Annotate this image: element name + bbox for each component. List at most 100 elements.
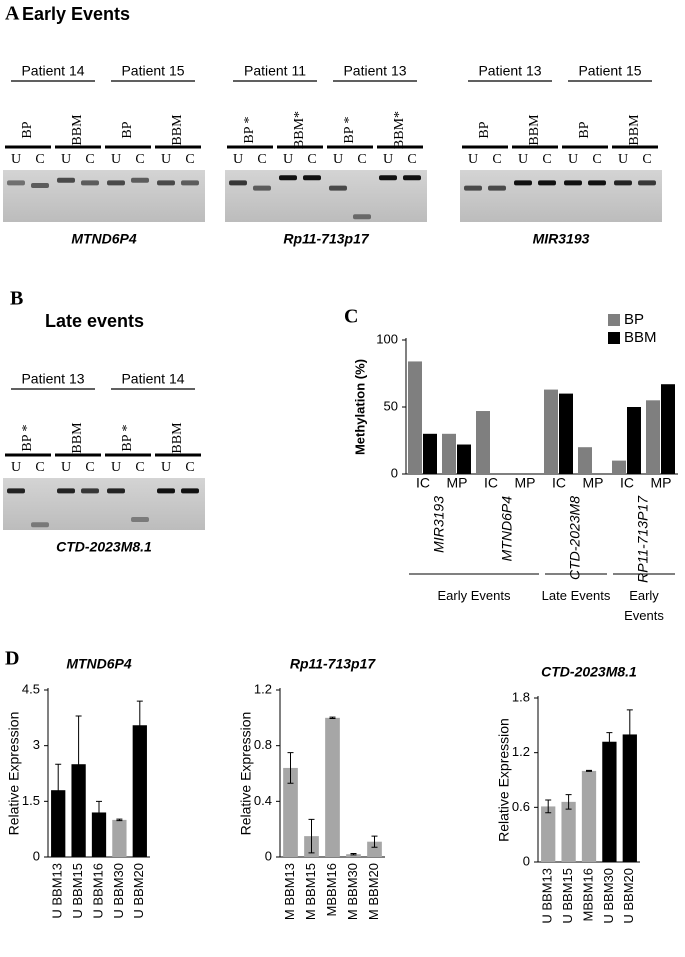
gel-band (229, 180, 247, 186)
panel-letter: A (5, 3, 20, 25)
sample-group-label: BP * (342, 116, 357, 143)
bar (581, 770, 597, 862)
chart-title: MTND6P4 (66, 656, 132, 672)
gel-band (588, 180, 606, 186)
lane-label: U (61, 460, 71, 475)
y-axis-label: Relative Expression (6, 712, 22, 836)
bar (661, 384, 675, 474)
lane-label: C (307, 152, 316, 167)
gel-band (157, 180, 175, 186)
gel-band (488, 185, 506, 191)
sample-group-label: BBM (527, 114, 542, 146)
lane-label: C (407, 152, 416, 167)
x-tick-label: U BBM30 (601, 868, 616, 924)
bar (622, 734, 637, 862)
gel-band (157, 488, 175, 494)
y-tick-label: 3 (33, 737, 40, 752)
y-tick-label: 0 (33, 848, 40, 863)
gel-band (514, 180, 532, 186)
lane-label: C (257, 152, 266, 167)
bar (283, 767, 298, 857)
lane-label: C (357, 152, 366, 167)
lane-label: U (61, 152, 71, 167)
lane-label: U (568, 152, 578, 167)
x-tick-label: IC (416, 475, 430, 491)
x-tick-label: MBBM16 (324, 863, 339, 916)
x-tick-label: MBBM16 (580, 868, 595, 921)
patient-label: Patient 13 (343, 63, 406, 79)
error-bar (55, 763, 62, 817)
x-tick-label: IC (620, 475, 634, 491)
gel-band (7, 488, 25, 494)
error-bar (565, 794, 572, 810)
legend-label: BBM (624, 329, 657, 346)
y-tick-label: 100 (376, 331, 398, 346)
bar (423, 433, 437, 474)
gene-caption: CTD-2023M8.1 (56, 539, 152, 555)
bar (112, 819, 127, 857)
error-bar (371, 835, 378, 848)
lane-label: U (468, 152, 478, 167)
gel-band (31, 183, 49, 188)
error-bar (116, 818, 123, 822)
gene-label: MTND6P4 (499, 496, 515, 562)
y-tick-label: 1.2 (512, 744, 530, 759)
error-bar (308, 818, 315, 854)
error-bar (606, 732, 613, 752)
gel-band (464, 185, 482, 191)
gene-caption: MIR3193 (533, 231, 590, 247)
gel-band (303, 175, 321, 181)
x-tick-label: U BBM20 (621, 868, 636, 924)
lane-label: U (11, 152, 21, 167)
lane-label: U (518, 152, 528, 167)
gel-band (181, 488, 199, 494)
gene-caption: MTND6P4 (71, 231, 137, 247)
panel-title: Early Events (22, 4, 130, 24)
panel-letter: B (10, 288, 23, 310)
lane-label: C (642, 152, 651, 167)
gel-band (403, 175, 421, 181)
lane-label: C (135, 152, 144, 167)
bar (132, 725, 147, 857)
gel-band (538, 180, 556, 186)
gel-band (107, 180, 125, 186)
gel-band (253, 185, 271, 191)
sample-group-label: BP (477, 121, 492, 138)
y-tick-label: 0 (265, 848, 272, 863)
error-bar (350, 853, 357, 856)
gel-band (131, 177, 149, 183)
bar (559, 393, 573, 474)
event-group-label: Early Events (624, 588, 664, 623)
lane-label: U (233, 152, 243, 167)
x-tick-label: U BBM13 (540, 868, 555, 924)
gel-band (57, 488, 75, 494)
gel-band (181, 180, 199, 186)
bar (51, 790, 66, 857)
sample-group-label: BP * (20, 424, 35, 451)
lane-label: C (542, 152, 551, 167)
y-tick-label: 0.4 (254, 793, 272, 808)
gel-band (279, 175, 297, 181)
gel-band (379, 175, 397, 181)
patient-label: Patient 11 (244, 63, 306, 79)
bar (91, 812, 107, 857)
y-tick-label: 0.6 (512, 799, 530, 814)
gel-band (81, 488, 99, 494)
y-tick-label: 0 (391, 465, 398, 480)
y-tick-label: 0.8 (254, 737, 272, 752)
gel-band (131, 517, 149, 522)
x-tick-label: M BBM15 (303, 863, 318, 920)
gel-band (353, 214, 371, 220)
error-bar (626, 709, 633, 760)
gene-caption: Rp11-713p17 (283, 231, 370, 247)
legend-label: BP (624, 311, 644, 328)
patient-label: Patient 15 (121, 63, 184, 79)
y-tick-label: 0 (523, 853, 530, 868)
y-axis-label: Methylation (%) (352, 359, 367, 455)
sample-group-label: BBM (170, 114, 185, 146)
y-axis-label: Relative Expression (496, 718, 512, 842)
gene-label: MIR3193 (431, 496, 447, 553)
lane-label: C (35, 152, 44, 167)
lane-label: U (11, 460, 21, 475)
sample-group-label: BBM (70, 422, 85, 454)
